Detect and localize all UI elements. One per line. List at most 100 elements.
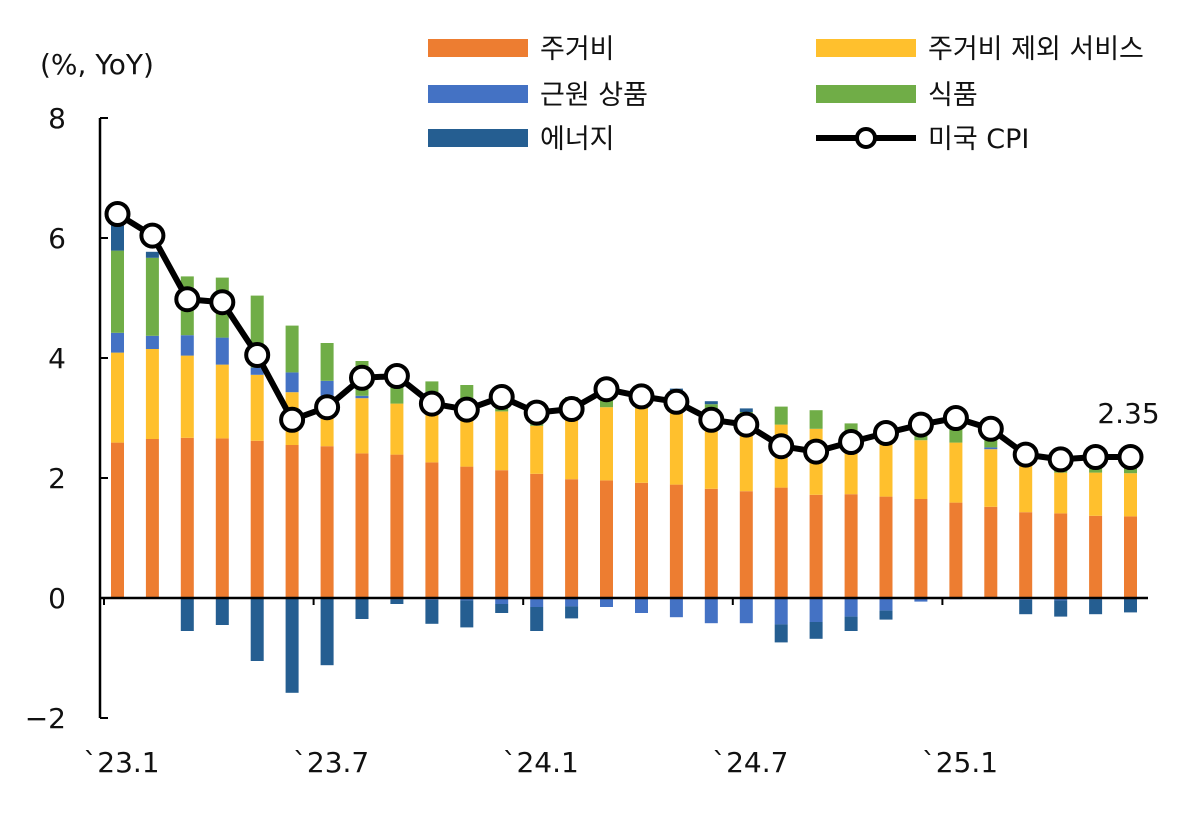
bar-services_ex_shelter-2024-03 <box>600 407 613 481</box>
bar-core_goods-2024-08 <box>774 598 788 625</box>
bar-shelter-2023-08 <box>355 453 369 598</box>
bar-shelter-2024-05 <box>669 484 683 598</box>
bar-core_goods-2024-10 <box>844 598 858 617</box>
bar-shelter-2025-05 <box>1089 515 1103 598</box>
bar-energy-2023-02 <box>145 251 159 258</box>
bar-energy-2024-02 <box>565 606 579 619</box>
cpi-point-2023-08 <box>349 364 375 391</box>
cpi-point-2023-04 <box>209 289 236 316</box>
bar-services_ex_shelter-2024-02 <box>565 416 579 480</box>
bar-core_goods-2023-03 <box>180 335 194 356</box>
bar-energy-2023-11 <box>460 600 474 628</box>
legend-label-services_ex_shelter: 주거비 제외 서비스 <box>928 34 1144 65</box>
y-tick-label: 4 <box>48 342 66 375</box>
bar-shelter-2024-04 <box>635 482 648 598</box>
bar-services_ex_shelter-2023-05 <box>250 374 264 441</box>
bar-services_ex_shelter-2024-01 <box>530 425 544 474</box>
bar-core_goods-2024-04 <box>635 598 648 613</box>
y-tick-label: −2 <box>25 702 66 735</box>
bar-energy-2024-11 <box>879 610 893 620</box>
bar-services_ex_shelter-2024-12 <box>914 440 928 499</box>
bar-core_goods-2024-06 <box>704 598 718 624</box>
bar-services_ex_shelter-2023-04 <box>215 364 229 439</box>
bar-services_ex_shelter-2025-02 <box>984 449 998 507</box>
bar-services_ex_shelter-2024-10 <box>844 441 858 495</box>
cpi-point-2024-09 <box>803 438 830 465</box>
bar-core_goods-2024-07 <box>739 598 753 624</box>
bar-shelter-2025-04 <box>1054 513 1068 598</box>
bar-food-2023-07 <box>320 343 334 381</box>
bar-energy-2023-07 <box>320 598 334 666</box>
legend-swatch-food <box>816 85 916 103</box>
bar-shelter-2023-04 <box>215 438 229 598</box>
bar-energy-2023-10 <box>425 599 439 624</box>
bar-services_ex_shelter-2023-03 <box>180 355 194 438</box>
x-tick-label: `24.7 <box>712 746 788 779</box>
cpi-point-2023-01 <box>104 201 131 227</box>
bar-services_ex_shelter-2023-02 <box>145 349 159 439</box>
cpi-point-2024-06 <box>698 406 725 433</box>
bar-shelter-2025-03 <box>1019 512 1033 598</box>
bar-energy-2023-09 <box>390 599 404 604</box>
cpi-point-2023-05 <box>244 342 271 368</box>
cpi-point-2025-06 <box>1117 444 1144 470</box>
cpi-line <box>115 211 1131 463</box>
bar-energy-2024-10 <box>844 616 858 631</box>
bar-food-2023-01 <box>111 250 124 333</box>
bar-shelter-2025-01 <box>949 502 963 598</box>
bar-shelter-2023-06 <box>285 445 299 598</box>
legend-swatch-shelter <box>428 39 528 57</box>
y-tick-label: 0 <box>48 582 66 615</box>
bar-services_ex_shelter-2024-07 <box>739 428 753 492</box>
cpi-point-2024-01 <box>523 399 550 426</box>
x-tick-label: `23.7 <box>293 746 369 779</box>
bar-core_goods-2023-08 <box>355 395 369 399</box>
bar-services_ex_shelter-2024-06 <box>704 421 718 489</box>
x-tick-label: `24.1 <box>502 746 578 779</box>
legend-marker-cpi <box>855 127 877 149</box>
bar-shelter-2025-02 <box>984 506 998 598</box>
cpi-end-value-label: 2.35 <box>1097 397 1159 430</box>
bar-shelter-2023-03 <box>180 437 194 598</box>
bar-core_goods-2023-01 <box>111 332 124 353</box>
cpi-point-2024-11 <box>873 420 899 446</box>
bar-food-2023-02 <box>145 257 159 336</box>
bar-energy-2024-01 <box>530 607 544 631</box>
cpi-point-2025-02 <box>977 415 1004 442</box>
legend-label-cpi: 미국 CPI <box>928 124 1029 155</box>
bar-core_goods-2023-12 <box>495 598 509 604</box>
bar-energy-2023-12 <box>495 604 509 613</box>
bar-energy-2023-05 <box>250 598 264 661</box>
cpi-point-2024-08 <box>768 433 795 460</box>
bar-food-2023-06 <box>285 325 299 373</box>
bar-shelter-2023-01 <box>111 442 124 598</box>
bar-core_goods-2024-03 <box>600 598 613 607</box>
bar-food-2024-08 <box>774 406 788 425</box>
y-tick-label: 6 <box>48 222 66 255</box>
bar-services_ex_shelter-2023-12 <box>495 411 509 471</box>
cpi-point-2024-04 <box>628 383 655 410</box>
cpi-line-layer <box>104 201 1144 473</box>
legend-swatch-energy <box>428 129 528 147</box>
bar-core_goods-2023-07 <box>320 380 334 397</box>
bar-shelter-2023-10 <box>425 462 439 598</box>
bar-shelter-2024-10 <box>844 494 858 598</box>
bar-core_goods-2024-01 <box>530 598 544 607</box>
bar-energy-2024-08 <box>774 624 788 643</box>
axes-layer: −2 0 2 4 6 8 `23.1 `23.7 `24.1 `24.7 `25.1 <box>25 102 1148 779</box>
cpi-point-2025-05 <box>1082 444 1109 470</box>
bar-energy-2023-04 <box>215 598 229 625</box>
bar-shelter-2023-02 <box>145 439 159 598</box>
cpi-point-2024-07 <box>733 411 760 438</box>
bar-shelter-2023-11 <box>460 466 474 598</box>
bar-services_ex_shelter-2023-11 <box>460 418 474 467</box>
bar-shelter-2024-09 <box>809 494 823 598</box>
cpi-point-2023-07 <box>314 394 341 421</box>
bar-shelter-2024-06 <box>704 488 718 598</box>
x-tick-label: `25.1 <box>922 746 998 779</box>
bar-energy-2025-03 <box>1019 599 1033 615</box>
bar-energy-2023-08 <box>355 598 369 619</box>
bar-shelter-2023-09 <box>390 454 404 598</box>
bar-services_ex_shelter-2024-11 <box>879 439 893 497</box>
